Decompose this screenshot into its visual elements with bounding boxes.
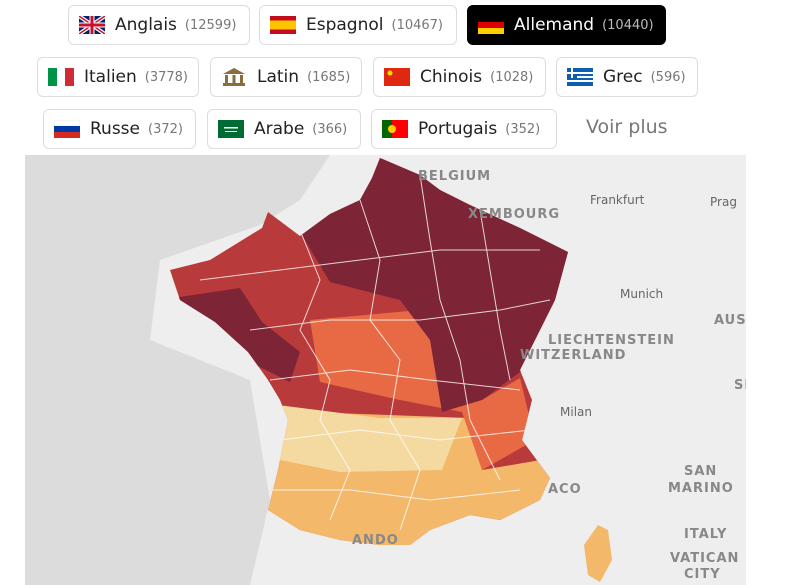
map-label: ANDO [352,533,399,548]
map-label: SI [734,378,746,393]
sea [25,155,330,585]
language-count: (366) [312,121,348,137]
map-label: CITY [684,567,721,582]
flag [270,16,296,34]
see-more[interactable]: Voir plus [586,116,668,138]
map-label: SAN [684,464,717,479]
language-count: (1685) [307,69,351,85]
flag [382,120,408,138]
language-filter[interactable]: Arabe (366) [207,109,361,149]
corsica [584,525,612,582]
language-name: Russe [90,119,140,139]
map-label: WITZERLAND [520,348,626,363]
language-count: (372) [148,121,183,137]
map-label: BELGIUM [418,169,491,184]
language-name: Espagnol [306,15,384,35]
language-name: Portugais [418,119,498,139]
flag [223,68,245,86]
flag [79,16,105,34]
language-name: Arabe [254,119,305,139]
flag [54,120,80,138]
map-label: Frankfurt [590,193,645,207]
map-label: XEMBOURG [468,207,560,222]
language-filter[interactable]: Anglais (12599) [68,5,250,45]
map-label: Prag [710,195,737,209]
flag [218,120,244,138]
language-filter[interactable]: Italien (3778) [37,57,199,97]
language-filter[interactable]: Grec (596) [556,57,698,97]
language-filter[interactable]: Latin (1685) [210,57,362,97]
language-name: Italien [84,67,137,87]
language-filter[interactable]: Portugais (352) [371,109,557,149]
flag [567,68,593,86]
map-label: ACO [548,482,582,497]
map-label: ITALY [684,527,727,542]
language-count: (10440) [602,17,654,33]
language-filter[interactable]: Allemand (10440) [467,5,666,45]
language-name: Allemand [514,15,595,35]
language-count: (10467) [391,17,444,33]
map-label: Milan [560,405,592,419]
flag [384,68,410,86]
language-filter[interactable]: Chinois (1028) [373,57,546,97]
map-label: VATICAN [670,551,739,566]
flag [48,68,74,86]
map-label: LIECHTENSTEIN [548,333,675,348]
map-label: AUS [714,313,746,328]
flag [478,16,504,34]
language-filter[interactable]: Espagnol (10467) [259,5,457,45]
language-count: (596) [650,69,686,85]
language-name: Chinois [420,67,483,87]
language-name: Latin [257,67,300,87]
language-count: (3778) [144,69,189,85]
map: BELGIUM XEMBOURG Frankfurt Prag Munich AUS LIE… [25,155,746,585]
language-count: (352) [505,121,541,137]
language-name: Anglais [115,15,177,35]
language-name: Grec [603,67,643,87]
map-label: MARINO [668,481,734,496]
map-label: Munich [620,287,663,301]
language-count: (12599) [184,17,237,33]
language-filter[interactable]: Russe (372) [43,109,196,149]
language-count: (1028) [490,69,534,85]
